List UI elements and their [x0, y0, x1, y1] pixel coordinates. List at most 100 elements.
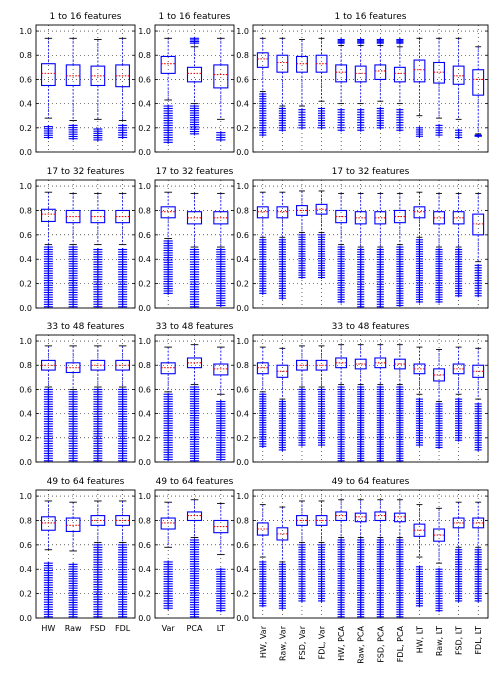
chart-panel-1: 1 to 16 features 0.0 0.2 0.4 0.6 0.8 1.0	[19, 12, 136, 157]
box-fsd-pca	[374, 38, 387, 130]
box-hw	[41, 191, 56, 309]
y-tick-label: 0.2	[138, 124, 151, 133]
box-hw-pca	[335, 499, 348, 619]
iqr-box	[213, 64, 229, 89]
iqr-box	[335, 64, 348, 83]
box-fsd	[90, 39, 106, 142]
x-tick-label: PCA	[187, 624, 203, 633]
iqr-box	[65, 64, 81, 87]
y-tick-label: 0.4	[236, 565, 249, 574]
chart-panel-2: 1 to 16 features 0.0 0.2 0.4 0.6 0.8 1.0	[138, 12, 235, 157]
box-fdl	[115, 192, 130, 309]
chart-title: 1 to 16 features	[335, 12, 407, 22]
y-tick-label: 0.6	[138, 75, 151, 84]
chart-panel-12: 49 to 64 features 0.0 0.2 0.4 0.6 0.8 1.0 HW, V…	[236, 477, 489, 664]
x-tick-label: FDL, PCA	[396, 625, 405, 662]
x-tick-label: FSD, PCA	[376, 625, 385, 662]
y-tick-label: 1.0	[19, 337, 32, 346]
x-tick-label: FSD, Var	[298, 625, 307, 660]
box-raw-pca	[354, 499, 367, 619]
iqr-box	[276, 54, 289, 73]
iqr-box	[374, 64, 387, 80]
iqr-box	[413, 206, 426, 219]
x-tick-label: FDL	[115, 624, 131, 633]
box-hw-var	[256, 191, 269, 295]
box-fsd-pca	[374, 499, 387, 619]
y-tick-label: 0.8	[138, 51, 151, 60]
y-tick-label: 0.4	[138, 100, 151, 109]
y-tick-label: 0.2	[19, 124, 32, 133]
box-raw-var	[276, 191, 289, 300]
box-fsd-lt	[452, 346, 465, 442]
y-tick-label: 0.4	[236, 410, 249, 419]
x-tick-label: Raw, Var	[278, 625, 287, 661]
y-tick-label: 0.8	[19, 51, 32, 60]
box-pca	[186, 36, 203, 136]
y-tick-label: 0.4	[19, 100, 32, 109]
box-fdl	[115, 37, 130, 139]
y-tick-label: 0.6	[19, 541, 32, 550]
y-tick-label: 0.8	[236, 51, 249, 60]
plot-frame	[252, 334, 489, 463]
chart-panel-10: 49 to 64 features 0.0 0.2 0.4 0.6 0.8 1.0 HW Raw…	[19, 477, 136, 633]
plot-frame	[154, 24, 235, 153]
plot-frame	[252, 489, 489, 619]
y-tick-label: 1.0	[19, 492, 32, 501]
chart-title: 1 to 16 features	[159, 12, 231, 22]
box-fdl-pca	[393, 344, 406, 463]
box-pca	[186, 192, 203, 309]
box-hw-lt	[413, 191, 426, 304]
y-tick-label: 0.4	[138, 565, 151, 574]
box-raw-lt	[433, 507, 445, 613]
box-fdl-pca	[393, 192, 406, 308]
box-hw	[41, 345, 56, 463]
y-tick-label: 0.4	[138, 255, 151, 264]
chart-title: 17 to 32 features	[332, 167, 410, 177]
y-tick-label: 1.0	[138, 182, 151, 191]
box-fsd-var	[296, 500, 308, 603]
x-tick-label: FDL, LT	[474, 626, 483, 655]
y-tick-label: 0.6	[236, 75, 249, 84]
iqr-box	[41, 516, 56, 531]
box-fdl-lt	[472, 347, 485, 452]
chart-panel-11: 49 to 64 features 0.0 0.2 0.4 0.6 0.8 1.0 Var PC…	[138, 477, 235, 633]
box-pca	[186, 499, 203, 619]
chart-title: 49 to 64 features	[47, 477, 125, 487]
chart-panel-3: 1 to 16 features 0.0 0.2 0.4 0.6 0.8 1.0	[236, 12, 489, 157]
y-tick-label: 0.6	[138, 231, 151, 240]
chart-title: 33 to 48 features	[47, 322, 125, 332]
iqr-box	[393, 66, 406, 83]
chart-title: 1 to 16 features	[50, 12, 122, 22]
iqr-box	[160, 55, 176, 74]
chart-title: 49 to 64 features	[332, 477, 410, 487]
y-tick-label: 0.8	[19, 516, 32, 525]
box-hw-lt	[413, 504, 426, 608]
chart-title: 49 to 64 features	[156, 477, 234, 487]
iqr-box	[186, 511, 203, 522]
y-tick-label: 1.0	[138, 337, 151, 346]
box-hw-pca	[335, 344, 348, 463]
y-tick-label: 1.0	[236, 337, 249, 346]
y-tick-label: 0.6	[19, 75, 32, 84]
iqr-box	[41, 63, 56, 87]
iqr-box	[354, 65, 367, 83]
chart-panel-7: 33 to 48 features 0.0 0.2 0.4 0.6 0.8 1.0	[19, 322, 136, 467]
box-raw	[65, 192, 81, 309]
y-tick-label: 0.4	[19, 255, 32, 264]
y-tick-label: 0.2	[19, 434, 32, 443]
y-tick-label: 0.6	[236, 541, 249, 550]
box-fdl-pca	[393, 499, 406, 619]
y-tick-label: 0.2	[138, 590, 151, 599]
x-tick-label: Var	[162, 624, 176, 633]
iqr-box	[296, 55, 308, 73]
box-lt	[213, 192, 229, 308]
y-tick-label: 0.6	[19, 231, 32, 240]
y-tick-label: 0.6	[138, 385, 151, 394]
box-fdl-var	[315, 37, 328, 130]
y-tick-label: 0.4	[19, 410, 32, 419]
plot-frame	[252, 179, 489, 309]
box-hw-lt	[413, 346, 426, 447]
box-fsd	[90, 500, 106, 619]
chart-title: 17 to 32 features	[156, 167, 234, 177]
